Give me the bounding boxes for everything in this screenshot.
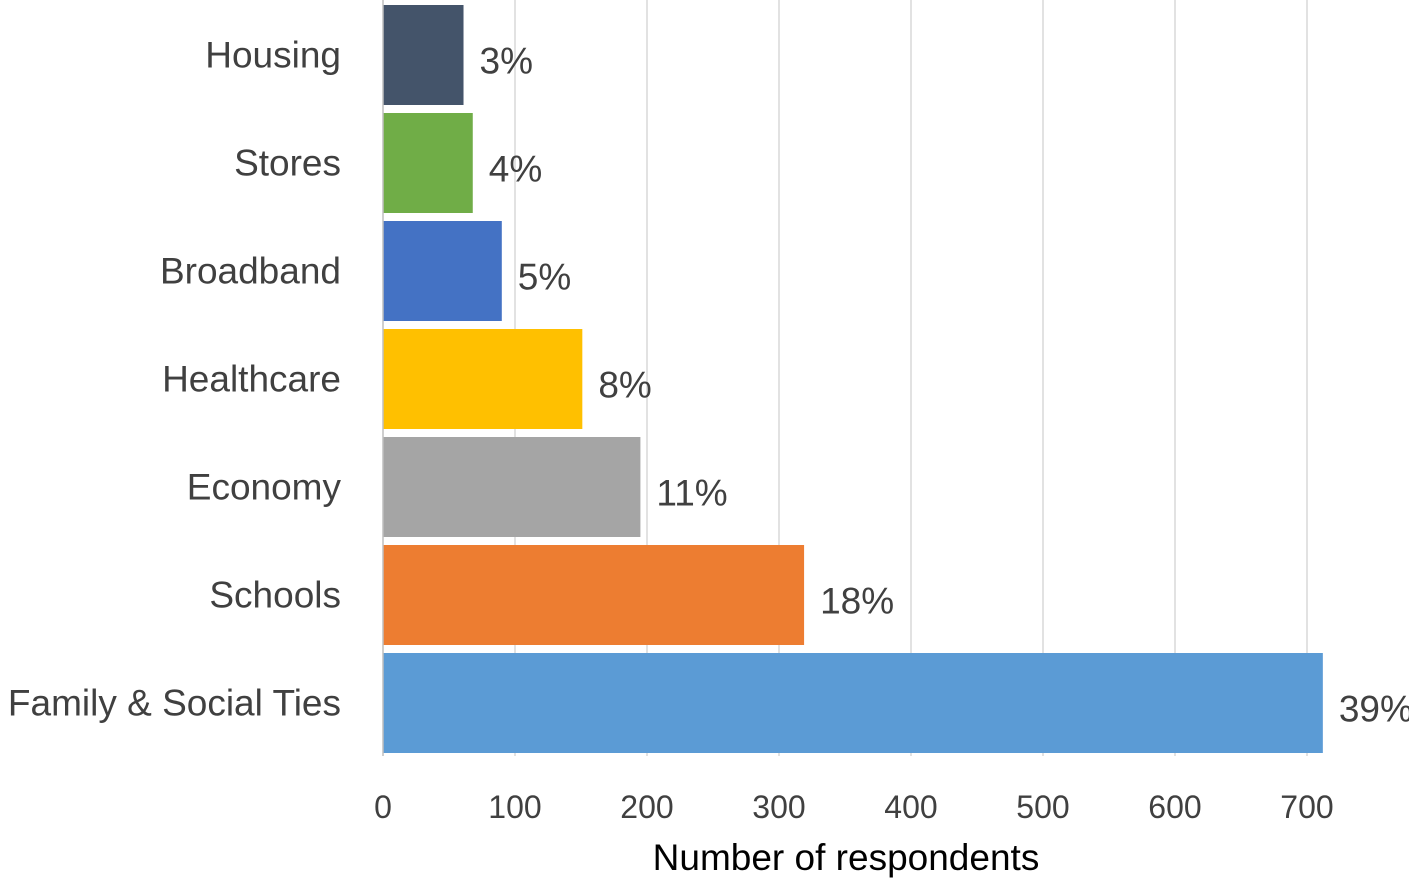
x-tick-label: 0 <box>374 789 392 825</box>
data-label: 3% <box>480 41 533 82</box>
x-axis-title: Number of respondents <box>653 837 1040 878</box>
data-label: 39% <box>1339 689 1409 730</box>
bar-housing <box>383 5 464 105</box>
bar-schools <box>383 545 805 645</box>
labels: 0 100 200 300 400 500 600 700 Housing 3% Stores 4% B… <box>8 35 1409 826</box>
bar-family-social-ties <box>383 653 1323 753</box>
category-label: Stores <box>234 143 341 184</box>
category-label: Broadband <box>160 251 341 292</box>
data-label: 11% <box>656 473 727 514</box>
x-tick-label: 400 <box>884 789 937 825</box>
gridlines <box>514 0 1308 756</box>
x-tick-label: 200 <box>620 789 673 825</box>
bar-broadband <box>383 221 502 321</box>
x-tick-label: 600 <box>1148 789 1201 825</box>
category-label: Healthcare <box>162 359 341 400</box>
bar-economy <box>383 437 641 537</box>
category-label: Schools <box>209 575 341 616</box>
data-label: 4% <box>489 149 542 190</box>
x-tick-label: 500 <box>1016 789 1069 825</box>
x-tick-label: 100 <box>488 789 541 825</box>
data-label: 5% <box>518 257 571 298</box>
x-tick-label: 300 <box>752 789 805 825</box>
bars <box>383 5 1323 753</box>
bar-stores <box>383 113 473 213</box>
bar-healthcare <box>383 329 583 429</box>
data-label: 18% <box>820 581 894 622</box>
category-label: Family & Social Ties <box>8 683 341 724</box>
data-label: 8% <box>598 365 651 406</box>
x-tick-label: 700 <box>1280 789 1333 825</box>
category-label: Economy <box>187 467 342 508</box>
category-label: Housing <box>205 35 341 76</box>
